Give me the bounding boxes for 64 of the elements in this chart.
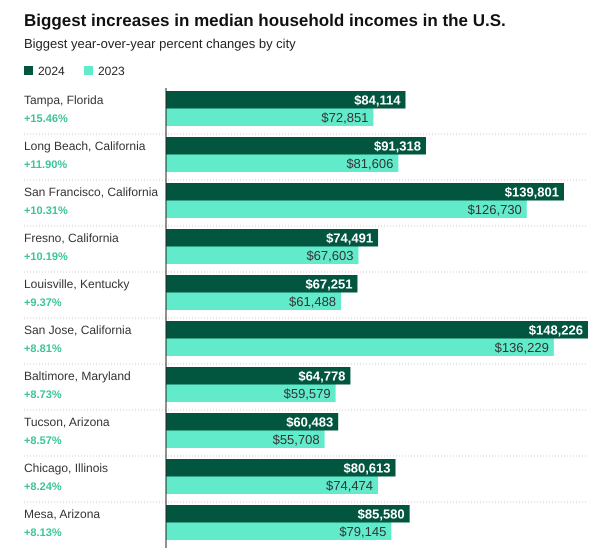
data-label: $67,251	[305, 276, 352, 292]
text: +10.31%	[24, 205, 68, 217]
legend-label: 2024	[38, 64, 66, 78]
y-tick-label: Tampa, Florida	[24, 93, 104, 107]
data-label: $126,730	[468, 202, 522, 217]
y-tick-label: Louisville, Kentucky	[24, 277, 130, 291]
bar	[166, 137, 426, 154]
bar	[166, 154, 398, 172]
bar	[166, 384, 336, 402]
y-tick-label: Fresno, California	[24, 231, 120, 245]
bar	[166, 275, 358, 292]
chart-title: Biggest increases in median household incomes in the U.S.	[24, 11, 506, 30]
bar	[166, 430, 325, 448]
bar	[166, 413, 338, 430]
text: +8.13%	[24, 527, 62, 539]
data-label: $81,606	[346, 156, 394, 171]
bar	[166, 183, 564, 200]
chart-subtitle: Biggest year-over-year percent changes by city	[24, 36, 296, 51]
data-label: $60,483	[286, 414, 334, 430]
data-label: $85,580	[358, 506, 405, 522]
bar	[166, 505, 410, 522]
y-tick-label: Baltimore, Maryland	[24, 369, 131, 383]
data-label: $79,145	[339, 524, 386, 539]
data-label: $72,851	[321, 110, 368, 125]
bar	[166, 522, 392, 540]
data-label: $139,801	[504, 184, 560, 200]
legend-label: 2023	[98, 64, 126, 78]
text: +8.24%	[24, 481, 62, 493]
data-label: $84,114	[354, 92, 402, 108]
y-tick-label: Long Beach, California	[24, 139, 146, 153]
data-label: $64,778	[298, 368, 346, 384]
data-label: $61,488	[289, 294, 336, 309]
bar	[166, 229, 378, 246]
data-label: $148,226	[528, 322, 583, 338]
bar	[166, 108, 374, 126]
bar	[166, 200, 527, 218]
data-label: $74,474	[326, 478, 374, 493]
data-label: $67,603	[306, 248, 354, 263]
bar	[166, 91, 406, 108]
data-label: $91,318	[374, 138, 421, 154]
text: +11.90%	[24, 159, 68, 171]
text: +9.37%	[24, 297, 62, 309]
bar	[166, 246, 358, 264]
y-tick-label: Chicago, Illinois	[24, 461, 108, 475]
text: +10.19%	[24, 251, 68, 263]
data-label: $74,491	[326, 230, 374, 246]
data-label: $80,613	[344, 460, 391, 476]
y-tick-label: Tucson, Arizona	[24, 415, 110, 429]
y-tick-label: Mesa, Arizona	[24, 507, 100, 521]
text: +8.81%	[24, 343, 62, 355]
bar	[166, 338, 554, 356]
data-label: $136,229	[494, 340, 549, 355]
text: +8.57%	[24, 435, 62, 447]
y-tick-label: San Francisco, California	[24, 185, 158, 199]
y-tick-label: San Jose, California	[24, 323, 132, 337]
text: +8.73%	[24, 389, 62, 401]
bar	[166, 476, 378, 494]
data-label: $55,708	[272, 432, 320, 447]
bar	[166, 459, 396, 476]
bar	[166, 367, 350, 384]
bar	[166, 321, 588, 338]
data-label: $59,579	[284, 386, 331, 401]
bar	[166, 292, 342, 310]
text: +15.46%	[24, 113, 68, 125]
